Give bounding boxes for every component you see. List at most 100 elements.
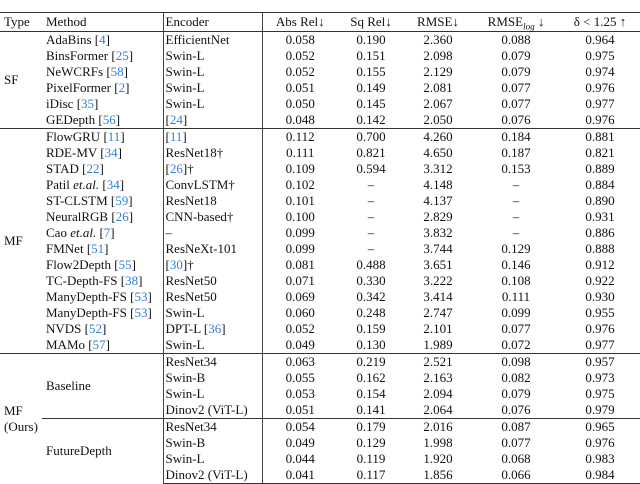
citation-link[interactable]: 30 (169, 257, 183, 272)
sq-rel-value: – (367, 241, 375, 256)
header-rmse-log-arrow: ↓ (534, 14, 545, 29)
header-abs-rel: Abs Rel↓ (262, 12, 338, 32)
citation-link[interactable]: 7 (103, 225, 111, 240)
encoder-suffix: † (187, 161, 194, 176)
method-cell: NeWCRFs [58] (42, 64, 164, 80)
method-cell: AdaBins [4] (42, 31, 164, 48)
delta-value: 0.984 (560, 467, 640, 484)
citation-link[interactable]: 59 (115, 193, 129, 208)
abs-rel-value: 0.055 (285, 370, 315, 385)
citation-link[interactable]: 34 (106, 177, 120, 192)
rmse-log-value: 0.079 (501, 386, 531, 401)
header-sq-rel: Sq Rel↓ (338, 12, 404, 32)
citation-link[interactable]: 11 (107, 129, 121, 144)
encoder-cell: ResNet50 (163, 273, 263, 289)
abs-rel-value: 0.101 (285, 193, 315, 208)
delta-value: 0.964 (560, 31, 640, 48)
citation-link[interactable]: 53 (134, 305, 148, 320)
rmse-log-value: 0.077 (501, 96, 531, 111)
citation-link[interactable]: 11 (169, 129, 183, 144)
citation-link[interactable]: 55 (118, 257, 132, 272)
abs-rel-value: 0.081 (285, 257, 315, 272)
method-name: STAD (46, 161, 79, 176)
table-row: Swin-L 0.053 0.154 2.094 0.079 0.975 (0, 386, 640, 402)
sq-rel-value: 0.594 (356, 161, 386, 176)
rmse-log-value: 0.111 (501, 289, 531, 304)
rmse-log-value: 0.077 (501, 80, 531, 95)
encoder-cell: [24] (163, 112, 263, 129)
table-row: RDE-MV [34] ResNet18† 0.111 0.821 4.650 0.187… (0, 145, 640, 161)
table-row: Cao et.al. [7] –0.099–3.832–0.886 (0, 225, 640, 241)
citation-link[interactable]: 26 (115, 209, 129, 224)
rmse-log-value: 0.099 (501, 305, 531, 320)
citation-link[interactable]: 4 (99, 32, 106, 47)
citation-link[interactable]: 36 (208, 321, 222, 336)
citation-link[interactable]: 2 (118, 80, 126, 95)
abs-rel-value: 0.044 (285, 451, 315, 466)
table-row: BinsFormer [25] Swin-L 0.052 0.151 2.098 0.07… (0, 48, 640, 64)
rmse-log-value: 0.153 (501, 161, 531, 176)
rmse-value: 4.260 (404, 128, 472, 145)
abs-rel-value: 0.041 (262, 467, 338, 484)
sq-rel-value: 0.130 (356, 337, 386, 352)
abs-rel-value: 0.102 (285, 177, 315, 192)
citation-link[interactable]: 53 (134, 289, 148, 304)
method-cell: Patil et.al. [34] (42, 177, 164, 193)
method-cell: PixelFormer [2] (42, 80, 164, 96)
sq-rel-value: 0.700 (338, 128, 404, 145)
abs-rel-value: 0.051 (285, 80, 315, 95)
citation-link[interactable]: 34 (104, 145, 118, 160)
citation-link[interactable]: 25 (115, 48, 129, 63)
delta-value: 0.886 (585, 225, 615, 240)
method-cell: NVDS [52] (42, 321, 164, 337)
citation-link[interactable]: 51 (91, 241, 105, 256)
encoder-name: Swin-L (165, 337, 205, 352)
method-name: NVDS (46, 321, 82, 336)
rmse-log-value: 0.108 (501, 273, 531, 288)
rmse-value: 4.650 (423, 145, 453, 160)
table-row: Swin-B 0.049 0.129 1.998 0.077 0.976 (0, 435, 640, 451)
encoder-cell: ResNet34 (163, 418, 263, 435)
citation-link[interactable]: 58 (110, 64, 124, 79)
delta-value: 0.975 (585, 386, 615, 401)
sq-rel-value: – (367, 209, 375, 224)
encoder-name: Swin-L (165, 305, 205, 320)
citation-link[interactable]: 22 (86, 161, 100, 176)
header-type: Type (0, 12, 42, 32)
method-cell: iDisc [35] (42, 96, 164, 112)
encoder-name: DPT-L (165, 321, 204, 336)
delta-value: 0.979 (585, 402, 615, 417)
rmse-log-value: – (512, 177, 520, 192)
citation-link[interactable]: 56 (102, 112, 116, 127)
method-cell: FutureDepth (42, 418, 164, 484)
rmse-value: 1.920 (423, 451, 453, 466)
citation-link[interactable]: 52 (89, 321, 102, 336)
sq-rel-value: 0.129 (356, 435, 386, 450)
sq-rel-value: 0.162 (356, 370, 386, 385)
method-name: RDE-MV (46, 145, 98, 160)
delta-value: 0.881 (560, 128, 640, 145)
rmse-value: 2.521 (404, 353, 472, 370)
sq-rel-value: 0.219 (338, 353, 404, 370)
citation-link[interactable]: 38 (125, 273, 139, 288)
citation-link[interactable]: 57 (92, 337, 106, 352)
rmse-log-value: 0.076 (501, 112, 531, 127)
table-row: Flow2Depth [55] [30]† 0.081 0.488 3.651 0.14… (0, 257, 640, 273)
citation-link[interactable]: 24 (169, 112, 183, 127)
sq-rel-value: 0.190 (338, 31, 404, 48)
abs-rel-value: 0.111 (286, 145, 315, 160)
sq-rel-value: 0.179 (338, 418, 404, 435)
table-row: ManyDepth-FS [53] ResNet50 0.069 0.342 3.414… (0, 289, 640, 305)
method-name: TC-Depth-FS (46, 273, 118, 288)
type-line: (Ours) (4, 418, 38, 434)
rmse-log-value: 0.088 (472, 31, 560, 48)
table-row: Swin-L 0.044 0.119 1.920 0.068 0.983 (0, 451, 640, 467)
rmse-value: 2.067 (423, 96, 453, 111)
citation-link[interactable]: 26 (169, 161, 183, 176)
sq-rel-value: – (367, 177, 375, 192)
encoder-cell: Swin-L (163, 96, 263, 112)
abs-rel-value: 0.051 (285, 402, 315, 417)
method-name: FlowGRU (46, 129, 101, 144)
citation-link[interactable]: 35 (81, 96, 95, 111)
delta-value: 0.976 (585, 112, 615, 127)
